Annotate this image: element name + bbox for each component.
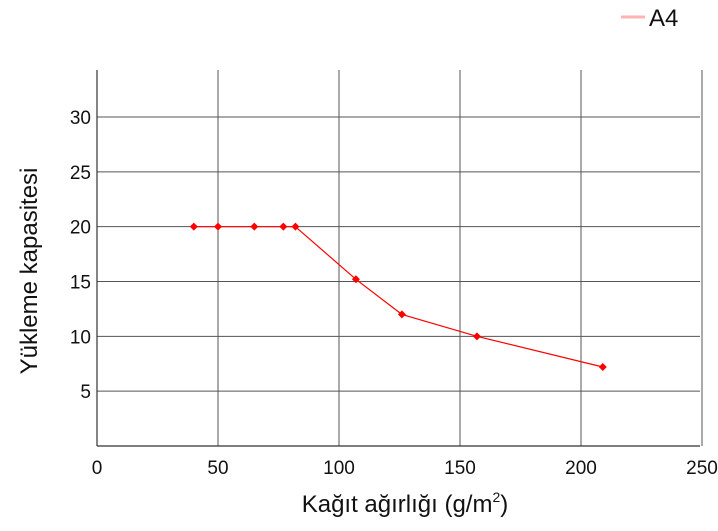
y-tick-label-25: 25: [70, 163, 91, 184]
data-point-a4-4: [291, 222, 300, 231]
data-point-a4-6: [397, 310, 406, 319]
x-axis-title: Kağıt ağırlığı (g/m2): [302, 489, 509, 518]
y-tick-label-10: 10: [70, 327, 91, 348]
x-axis-title-main: Kağıt ağırlığı (g/m: [302, 491, 493, 518]
x-axis-title-superscript: 2: [492, 489, 500, 505]
x-tick-label-0: 0: [92, 458, 103, 479]
data-point-a4-0: [189, 222, 198, 231]
legend: A4: [621, 5, 678, 32]
data-point-a4-7: [472, 332, 481, 341]
tick-labels: 5 10 15 20 25 30 0 50 100 150 200 250: [70, 108, 718, 479]
axes: [96, 70, 700, 447]
y-tick-label-15: 15: [70, 273, 91, 294]
x-tick-label-50: 50: [207, 458, 228, 479]
data-point-a4-2: [250, 222, 259, 231]
y-tick-label-20: 20: [70, 218, 91, 239]
x-tick-label-200: 200: [565, 458, 597, 479]
data-point-a4-8: [598, 363, 607, 372]
grid: [97, 70, 703, 446]
y-tick-label-30: 30: [70, 108, 91, 129]
x-axis-title-close: ): [500, 491, 508, 518]
x-tick-label-150: 150: [444, 458, 476, 479]
legend-label-a4: A4: [649, 5, 678, 32]
data-point-a4-1: [214, 222, 222, 231]
series-layer: [189, 222, 607, 372]
x-tick-label-100: 100: [323, 458, 355, 479]
x-tick-label-250: 250: [686, 458, 718, 479]
data-point-a4-3: [279, 222, 288, 231]
y-tick-label-5: 5: [80, 382, 91, 403]
data-point-a4-5: [351, 275, 360, 284]
series-line-a4: [193, 226, 603, 368]
y-axis-title: Yükleme kapasitesi: [16, 168, 43, 375]
